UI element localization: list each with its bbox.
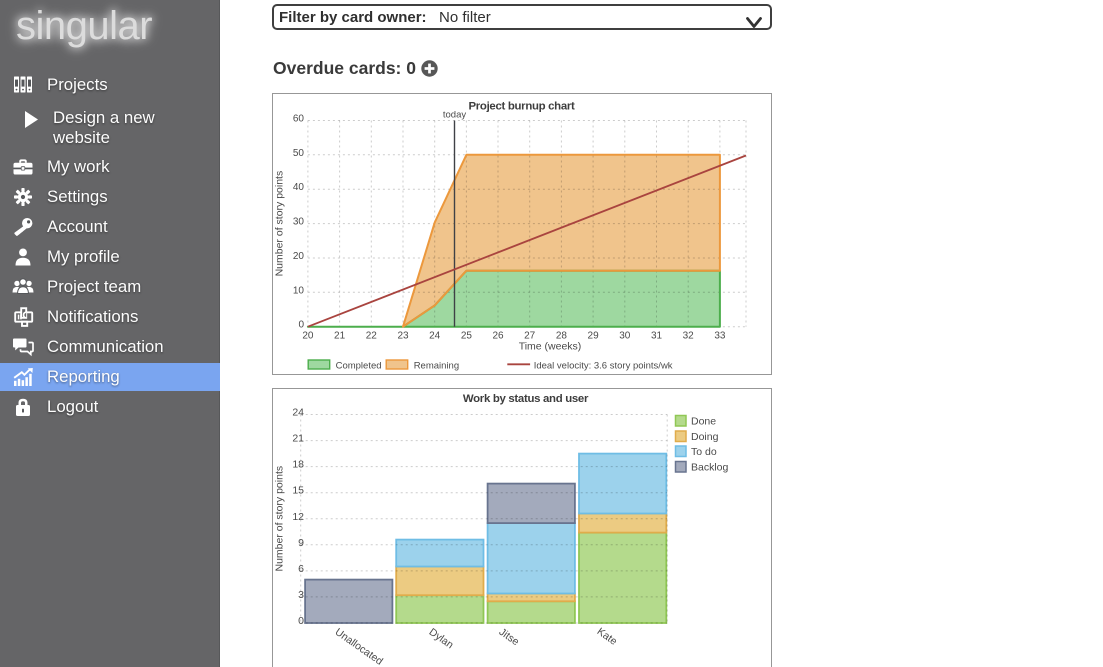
svg-text:Done: Done (691, 416, 716, 428)
svg-text:9: 9 (298, 537, 304, 549)
svg-text:30: 30 (293, 217, 305, 228)
svg-text:Number of story points: Number of story points (274, 171, 286, 277)
svg-text:60: 60 (293, 114, 305, 125)
svg-text:Work by status and user: Work by status and user (463, 393, 589, 405)
svg-text:Backlog: Backlog (691, 462, 729, 474)
svg-text:Time (weeks): Time (weeks) (519, 341, 582, 353)
svg-text:18: 18 (292, 459, 304, 471)
svg-text:27: 27 (524, 330, 536, 341)
svg-text:Jitse: Jitse (497, 626, 522, 648)
svg-text:Project burnup chart: Project burnup chart (468, 100, 575, 112)
svg-text:Doing: Doing (691, 431, 719, 443)
svg-text:Ideal velocity: 3.6 story poin: Ideal velocity: 3.6 story points/wk (534, 361, 673, 372)
svg-text:Kate: Kate (595, 626, 620, 648)
svg-text:21: 21 (334, 330, 346, 341)
svg-text:25: 25 (461, 330, 473, 341)
svg-text:32: 32 (683, 330, 695, 341)
svg-text:Remaining: Remaining (414, 361, 459, 372)
svg-text:23: 23 (397, 330, 409, 341)
svg-text:0: 0 (298, 615, 304, 627)
svg-text:Completed: Completed (336, 361, 382, 372)
svg-text:20: 20 (302, 330, 314, 341)
svg-text:To do: To do (691, 446, 717, 458)
svg-text:3: 3 (298, 589, 304, 601)
svg-text:Number of story points: Number of story points (274, 466, 286, 572)
svg-text:15: 15 (292, 485, 304, 497)
svg-text:10: 10 (293, 285, 305, 296)
svg-text:28: 28 (556, 330, 568, 341)
svg-text:40: 40 (293, 182, 305, 193)
svg-text:21: 21 (292, 433, 304, 445)
svg-text:0: 0 (298, 320, 304, 331)
svg-text:12: 12 (292, 511, 304, 523)
svg-text:50: 50 (293, 148, 305, 159)
svg-text:30: 30 (619, 330, 631, 341)
svg-text:22: 22 (366, 330, 378, 341)
svg-text:29: 29 (588, 330, 600, 341)
svg-text:31: 31 (651, 330, 663, 341)
svg-text:today: today (443, 109, 466, 120)
svg-text:Dylan: Dylan (427, 626, 456, 651)
svg-text:6: 6 (298, 563, 304, 575)
svg-text:Unallocated: Unallocated (333, 626, 385, 667)
svg-text:26: 26 (492, 330, 504, 341)
svg-text:20: 20 (293, 251, 305, 262)
svg-text:24: 24 (292, 407, 304, 419)
svg-text:24: 24 (429, 330, 441, 341)
svg-text:33: 33 (714, 330, 726, 341)
